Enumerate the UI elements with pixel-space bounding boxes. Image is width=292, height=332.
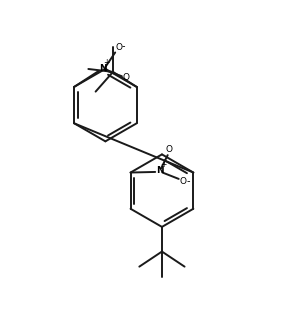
- Text: O: O: [166, 145, 173, 154]
- Text: O: O: [123, 73, 130, 82]
- Text: N: N: [156, 166, 163, 175]
- Text: N: N: [99, 64, 107, 73]
- Text: O: O: [180, 177, 187, 186]
- Text: +: +: [103, 58, 110, 67]
- Text: -: -: [121, 41, 125, 51]
- Text: -: -: [186, 176, 190, 186]
- Text: O: O: [115, 43, 122, 52]
- Text: +: +: [160, 160, 166, 169]
